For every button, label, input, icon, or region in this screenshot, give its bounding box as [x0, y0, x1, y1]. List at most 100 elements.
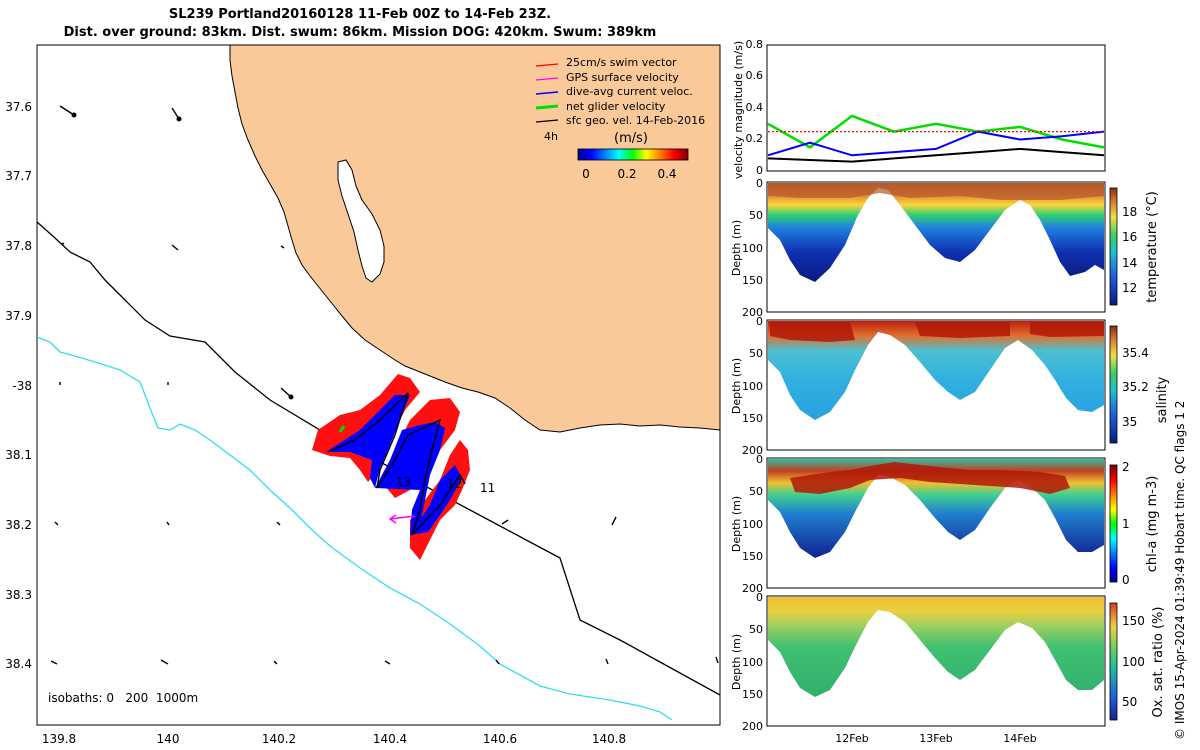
map-ytick: 38.4	[5, 657, 32, 671]
imos-text: © IMOS 15-Apr-2024 01:39:49 Hobart time.	[1173, 478, 1187, 740]
temperature-section	[766, 181, 1106, 313]
cbar-tick: 50	[1122, 695, 1137, 709]
map-ytick: 37.6	[5, 100, 32, 114]
salinity-section	[766, 319, 1106, 451]
dive-avg-current-swath	[326, 395, 462, 535]
cbar-tick: 150	[1122, 614, 1145, 628]
time-axis: 12Feb 13Feb 14Feb	[835, 732, 1036, 745]
map-ytick: 38.3	[5, 588, 32, 602]
colorbar-title: (m/s)	[614, 131, 648, 146]
map-ytick: -38	[12, 379, 32, 393]
depth-tick: 0	[756, 315, 763, 328]
velocity-panel: 0 0.2 0.4 0.6 0.8 velocity magnitude (m/…	[732, 38, 1106, 179]
legend-item-gps: GPS surface velocity	[535, 71, 679, 84]
cbar-label: salinity	[1155, 376, 1170, 423]
lagoon-shape	[337, 159, 385, 283]
cbar-label: chl-a (mg m-3)	[1145, 476, 1160, 573]
map-xtick: 140	[157, 732, 180, 746]
legend-label: net glider velocity	[566, 100, 666, 113]
depth-tick: 50	[749, 623, 763, 636]
cbar-tick: 0	[1122, 573, 1130, 587]
chla-section	[766, 457, 1106, 589]
legend-label: dive-avg current veloc.	[566, 85, 693, 98]
map-ytick: 38.1	[5, 448, 32, 462]
velocity-ylabel: velocity magnitude (m/s)	[732, 41, 745, 179]
velocity-ytick: 0.8	[746, 38, 764, 51]
velocity-series-line	[767, 147, 1105, 163]
isobath-200m	[37, 221, 720, 696]
land-coastline	[229, 45, 720, 433]
legend-label: 25cm/s swim vector	[566, 56, 677, 69]
depth-tick: 200	[742, 306, 763, 319]
depth-tick: 150	[742, 550, 763, 563]
title-line-1: SL239 Portland20160128 11-Feb 00Z to 14-…	[168, 7, 552, 22]
cbar-tick: 12	[1122, 281, 1137, 295]
cbar-tick: 14	[1122, 256, 1137, 270]
depth-labels: Depth (m) Depth (m) Depth (m) Depth (m)	[730, 220, 743, 690]
sfc-geo-vel-arrows	[50, 105, 719, 665]
cbar-tick: 18	[1122, 205, 1137, 219]
cbar-label: Ox. sat. ratio (%)	[1151, 607, 1166, 718]
section-y-axes: 0 50 100 150 200 0 50 100 150 200 0 50 1…	[742, 177, 763, 733]
time-tick: 13Feb	[919, 732, 952, 745]
salinity-colorbar	[1109, 325, 1118, 444]
map-ytick: 37.9	[5, 309, 32, 323]
depth-tick: 50	[749, 485, 763, 498]
depth-tick: 50	[749, 209, 763, 222]
qc-flags-text: QC flags 1 2	[1173, 401, 1187, 474]
depth-tick: 100	[742, 242, 763, 255]
colorbar-tick: 0	[582, 167, 590, 181]
oxygen-section	[766, 595, 1106, 727]
salinity-field	[768, 321, 1104, 420]
map-y-axis: 37.6 37.7 37.8 37.9 -38 38.1 38.2 38.3 3…	[5, 100, 32, 671]
depth-label: Depth (m)	[730, 634, 743, 690]
speed-colorbar	[577, 148, 689, 161]
oxygen-field	[768, 597, 1104, 697]
figure-title: SL239 Portland20160128 11-Feb 00Z to 14-…	[0, 6, 720, 42]
isobaths-label: isobaths: 0 200 1000m	[48, 691, 198, 705]
velocity-ytick: 0.4	[746, 101, 764, 114]
depth-tick: 150	[742, 274, 763, 287]
cbar-labels: temperature (°C) salinity chl-a (mg m-3)…	[1145, 191, 1170, 717]
depth-tick: 150	[742, 412, 763, 425]
map-ytick: 37.7	[5, 169, 32, 183]
time-interval-label: 4h	[544, 130, 558, 143]
depth-tick: 200	[742, 582, 763, 595]
map-legend: 25cm/s swim vector GPS surface velocity …	[535, 56, 705, 181]
depth-tick: 100	[742, 656, 763, 669]
cbar-tick: 100	[1122, 655, 1145, 669]
temperature-colorbar	[1109, 187, 1118, 306]
depth-tick: 200	[742, 444, 763, 457]
depth-label: Depth (m)	[730, 358, 743, 414]
depth-tick: 100	[742, 518, 763, 531]
title-line-2: Dist. over ground: 83km. Dist. swum: 86k…	[63, 25, 657, 40]
cbar-tick: 35	[1122, 415, 1137, 429]
colorbar-tick: 0.2	[617, 167, 636, 181]
map-xtick: 140.6	[483, 732, 517, 746]
map-panel: 13 12 11 isobaths: 0 200 1000m 139.8 140…	[5, 44, 721, 746]
depth-label: Depth (m)	[730, 220, 743, 276]
day-label-13: 13	[396, 475, 411, 489]
depth-tick: 0	[756, 177, 763, 190]
depth-tick: 150	[742, 688, 763, 701]
cbar-tick: 2	[1122, 460, 1130, 474]
time-tick: 14Feb	[1003, 732, 1036, 745]
depth-label: Depth (m)	[730, 496, 743, 552]
map-x-axis: 139.8 140 140.2 140.4 140.6 140.8	[42, 732, 626, 746]
gps-surface-velocity-arrow	[388, 514, 416, 524]
day-label-12: 12	[447, 477, 462, 491]
depth-tick: 0	[756, 453, 763, 466]
cbar-tick: 35.4	[1122, 346, 1149, 360]
cbar-tick: 35.2	[1122, 380, 1149, 394]
legend-item-dive-avg: dive-avg current veloc.	[535, 85, 693, 98]
velocity-series-line	[767, 114, 1105, 149]
velocity-series-group	[767, 114, 1105, 163]
map-xtick: 140.2	[262, 732, 296, 746]
day-label-11: 11	[480, 481, 495, 495]
colorbar-tick: 0.4	[657, 167, 676, 181]
velocity-ytick: 0.2	[746, 132, 764, 145]
velocity-ytick: 0.6	[746, 69, 764, 82]
map-xtick: 140.8	[592, 732, 626, 746]
